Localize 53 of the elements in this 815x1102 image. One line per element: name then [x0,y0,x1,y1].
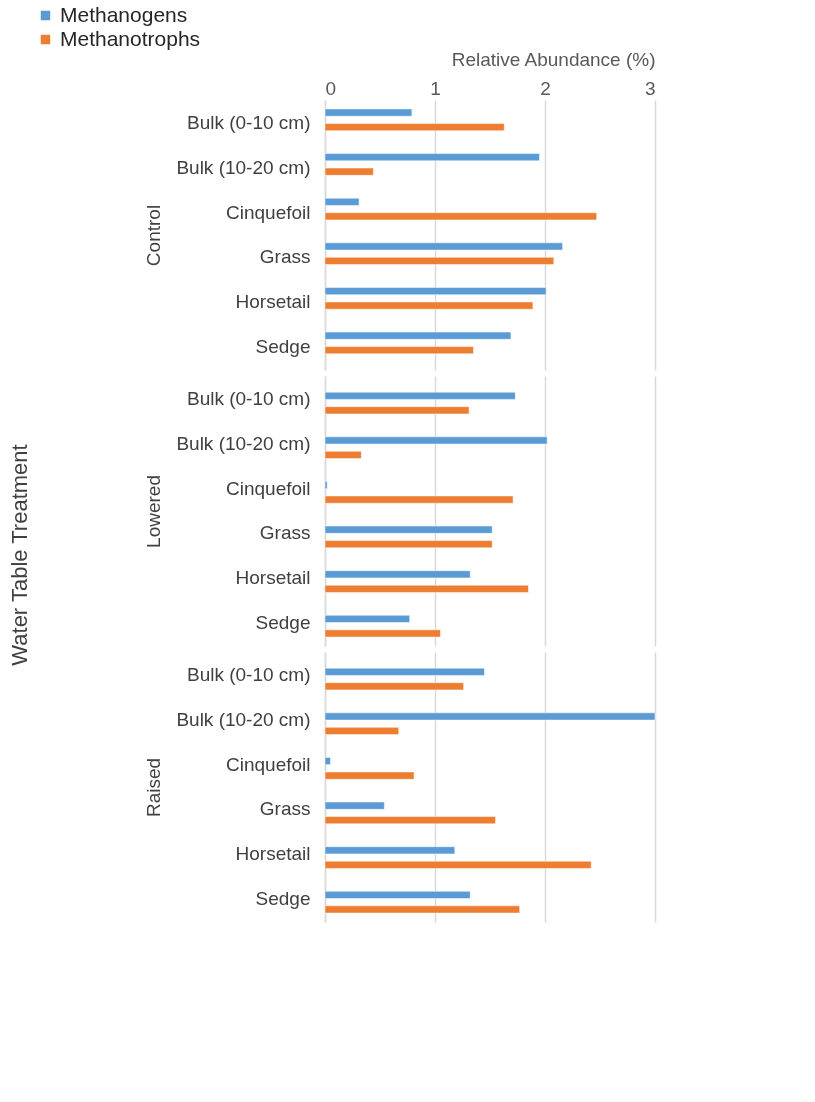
y-tick-label: Bulk (10-20 cm) [176,709,311,731]
bar [324,495,514,504]
y-tick-label: Horsetail [235,842,311,864]
x-tick-label: 0 [325,77,337,99]
legend-label: Methanogens [60,2,188,26]
y-tick-label: Cinquefoil [226,201,311,223]
x-tick-label: 2 [540,77,551,99]
bar [324,451,362,459]
y-tick-label: Cinquefoil [226,753,311,775]
bar [324,629,441,638]
bar [324,816,496,825]
legend-label: Methanotrophs [60,26,201,50]
y-tick-label: Grass [259,246,311,268]
bar [324,891,471,899]
bar [324,905,520,914]
y-tick-label: Grass [259,798,311,820]
bar [324,682,464,691]
bar [324,406,470,415]
bar [324,712,656,721]
bar [324,801,385,810]
y-axis-title: Control [143,204,165,267]
x-tick-label: 1 [430,77,441,99]
y-tick-label: Sedge [255,611,311,633]
y-tick-label: Bulk (0-10 cm) [186,112,311,134]
bar [324,436,548,445]
y-axis-title: Lowered [143,475,165,548]
bar [324,757,331,765]
y-tick-label: Horsetail [235,290,311,312]
bar [324,860,592,869]
text: Water Table Treatment [7,444,32,666]
y-tick-label: Bulk (10-20 cm) [176,157,311,179]
y-tick-label: Grass [259,522,311,544]
bar [324,481,328,489]
y-tick-label: Sedge [255,335,311,357]
bar [324,667,485,676]
bar [324,525,493,534]
y-tick-label: Bulk (10-20 cm) [176,433,311,455]
bar [324,584,529,593]
y-tick-label: Bulk (0-10 cm) [186,664,311,686]
bar [324,391,516,400]
bar [324,727,399,735]
x-tick-label: 3 [644,77,656,99]
y-tick-label: Cinquefoil [226,477,311,499]
x-axis-title: Relative Abundance (%) [451,48,656,70]
bar [324,540,493,549]
bar [324,771,415,780]
bar [324,570,471,579]
y-tick-label: Bulk (0-10 cm) [186,388,311,410]
y-tick-label: Sedge [255,887,311,909]
y-tick-label: Horsetail [235,566,311,588]
bar [324,615,410,623]
bar [324,846,456,855]
y-axis-title: Raised [143,757,165,818]
